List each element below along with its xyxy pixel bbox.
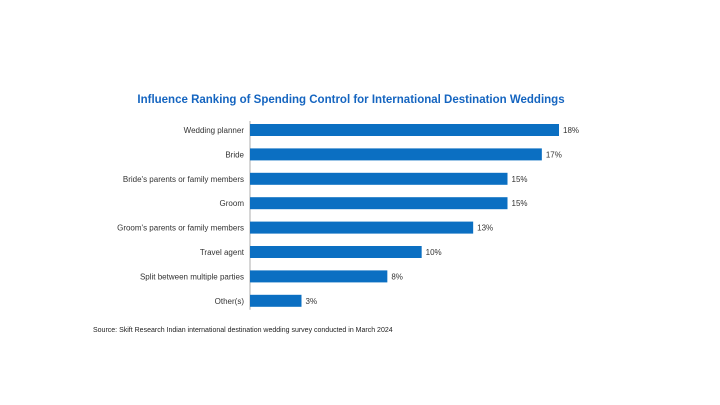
data-label: 18% [563,126,579,135]
data-label: 10% [426,248,442,257]
bar [250,197,508,210]
category-label: Bride [225,150,244,159]
data-label: 17% [546,150,562,159]
data-label: 13% [477,224,493,233]
bar [250,246,422,258]
bar [250,148,542,161]
data-label: 15% [512,199,528,208]
category-label: Wedding planner [184,126,245,135]
category-label: Split between multiple parties [140,272,244,281]
data-label: 3% [306,297,318,306]
category-label: Groom [220,199,245,208]
data-label: 8% [391,272,403,281]
bar [250,221,474,234]
chart-title: Influence Ranking of Spending Control fo… [137,94,565,106]
bar [250,172,508,185]
source-note: Source: Skift Research Indian internatio… [93,327,393,334]
bar [250,270,388,283]
data-label: 15% [512,175,528,184]
category-label: Bride's parents or family members [123,175,244,184]
category-label: Travel agent [200,248,245,257]
category-label: Groom's parents or family members [117,224,244,233]
category-label: Other(s) [215,297,245,306]
bar [250,294,302,307]
bar [250,124,559,136]
